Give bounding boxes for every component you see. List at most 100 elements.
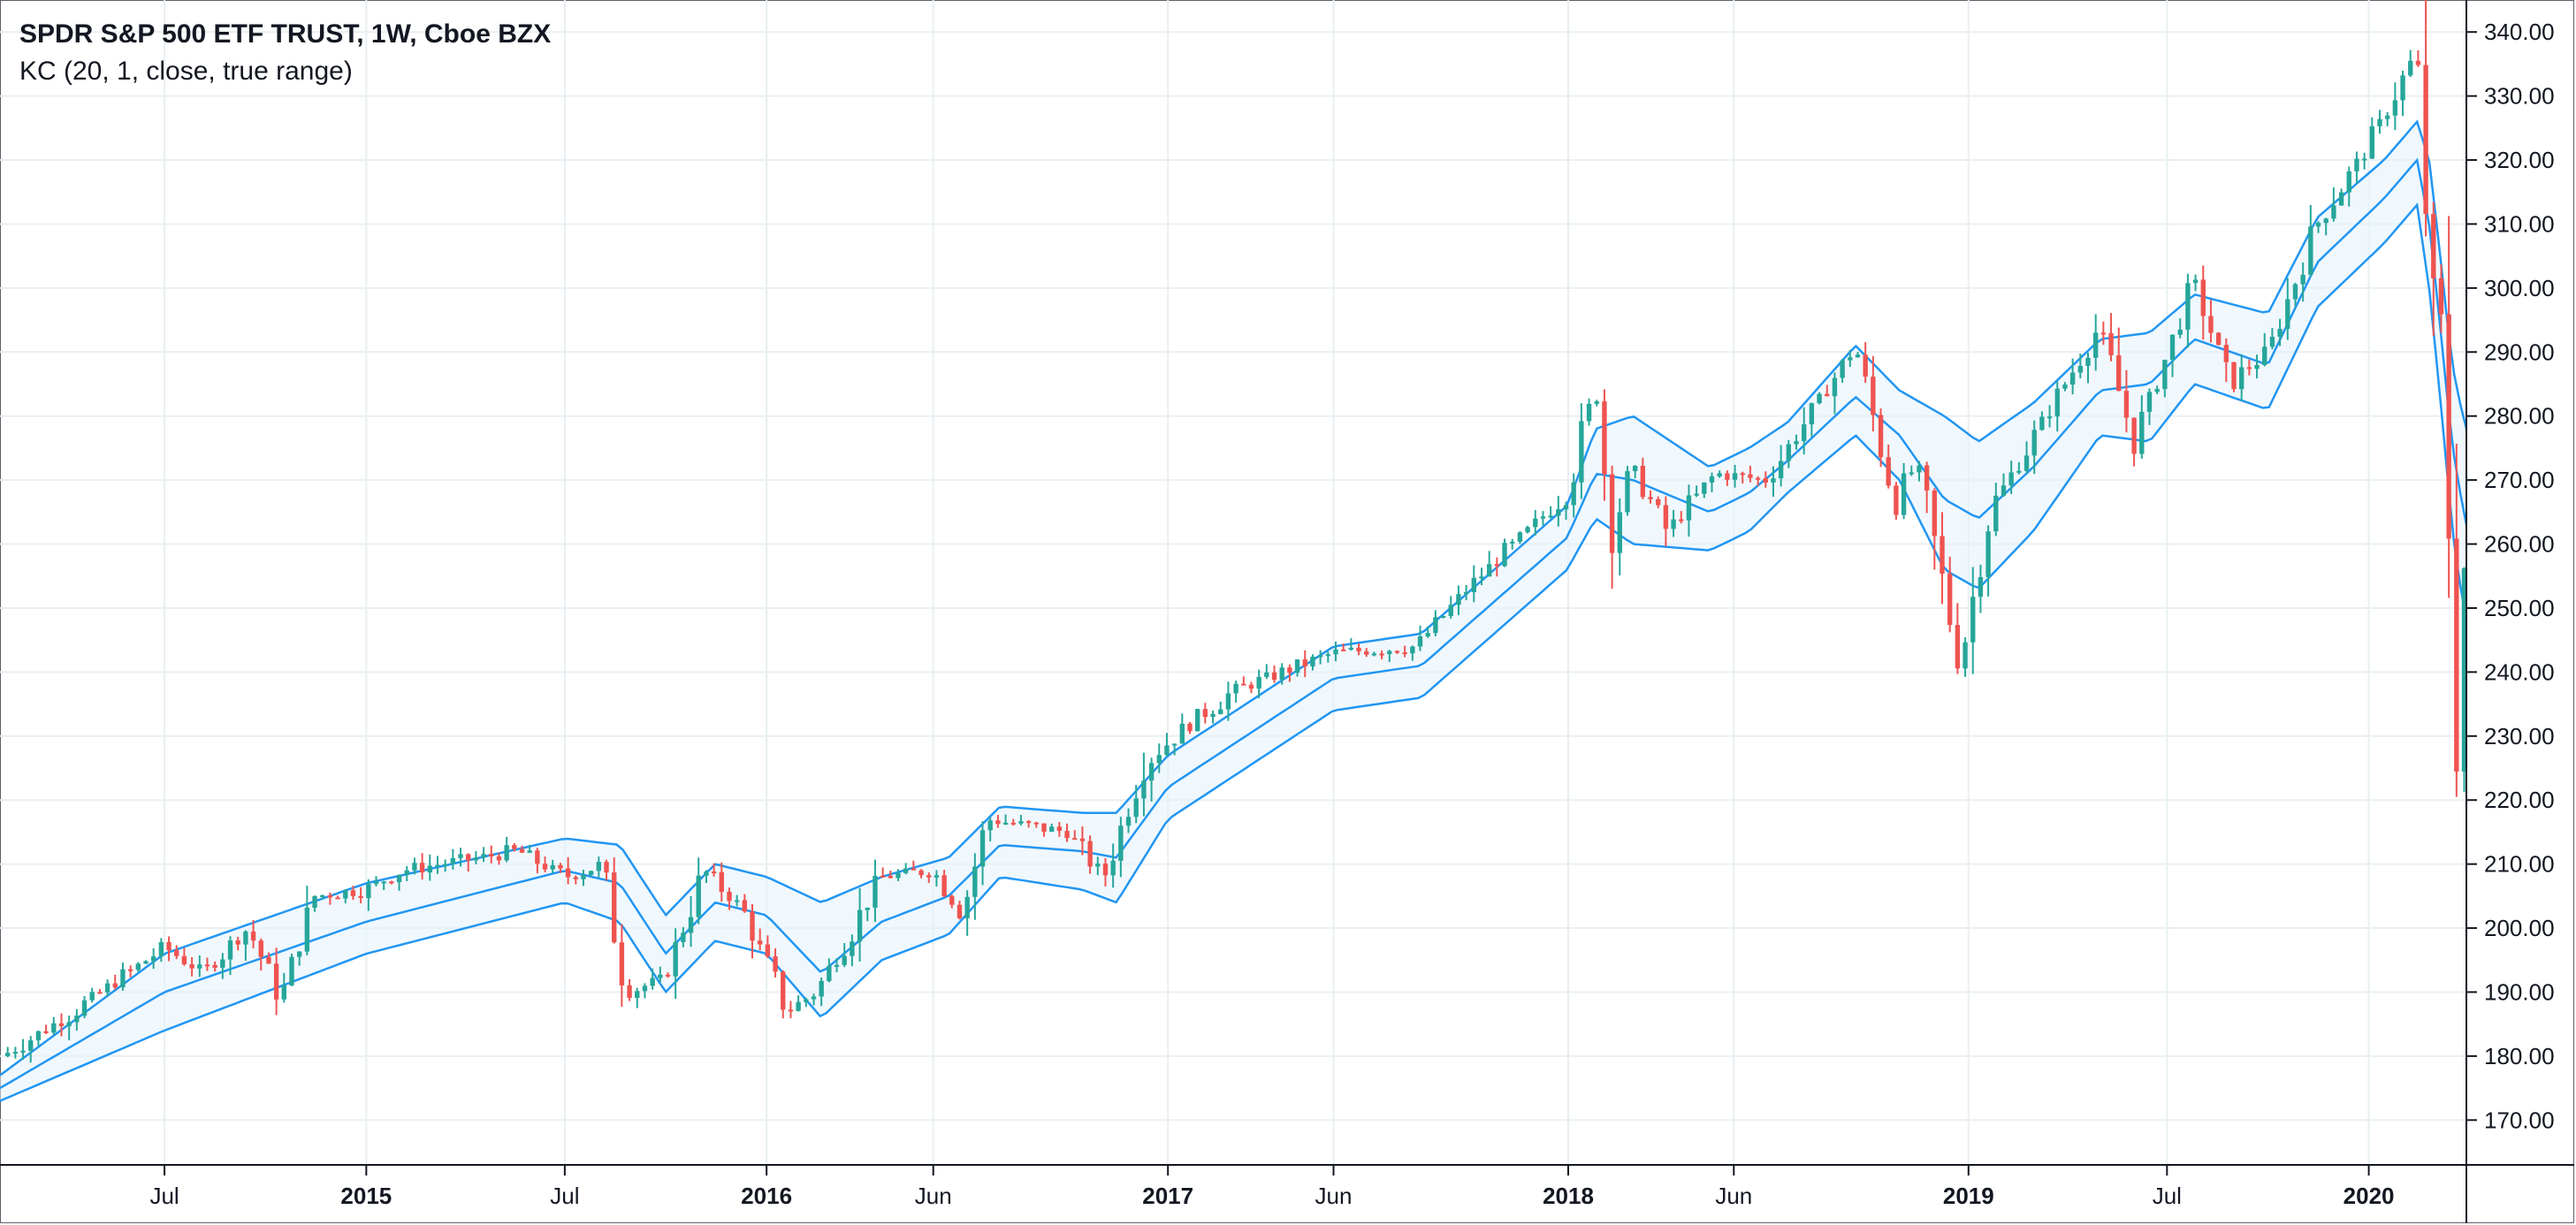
- candle-up: [1148, 763, 1155, 781]
- candlesticks: [4, 0, 2467, 1063]
- candle-down: [2231, 361, 2237, 390]
- candle-up: [396, 874, 402, 883]
- candle-up: [903, 868, 909, 873]
- candle-down: [2423, 65, 2428, 215]
- candle-up: [819, 980, 824, 997]
- candle-up: [2377, 118, 2382, 126]
- candle-up: [1171, 743, 1177, 746]
- candle-down: [742, 900, 748, 912]
- candle-down: [1025, 821, 1032, 824]
- candle-up: [1095, 864, 1101, 867]
- candle-up: [1002, 822, 1009, 825]
- candle-down: [956, 904, 963, 918]
- candle-down: [1663, 505, 1669, 529]
- candle-up: [243, 931, 248, 945]
- candle-down: [604, 862, 609, 873]
- candle-down: [1602, 401, 1607, 475]
- candle-up: [588, 871, 594, 876]
- candle-up: [1264, 672, 1269, 677]
- candle-down: [1248, 684, 1254, 689]
- candle-down: [489, 854, 494, 856]
- candle-up: [2016, 470, 2022, 473]
- candle-up: [1233, 683, 1238, 694]
- candle-up: [1702, 482, 1707, 494]
- candle-down: [1202, 709, 1208, 718]
- candle-up: [1317, 655, 1323, 658]
- candle-down: [2123, 391, 2130, 418]
- candle-up: [1709, 476, 1715, 483]
- candle-up: [20, 1050, 26, 1053]
- candle-down: [2223, 345, 2229, 362]
- x-tick-label: 2018: [1543, 1183, 1594, 1209]
- candle-down: [627, 985, 632, 999]
- candle-down: [2438, 278, 2444, 315]
- candle-up: [289, 956, 294, 985]
- candle-up: [1125, 817, 1132, 826]
- candle-up: [1794, 441, 1799, 445]
- candle-up: [796, 1001, 801, 1011]
- candle-up: [2338, 192, 2344, 206]
- candle-up: [2315, 223, 2321, 227]
- x-tick-label: Jun: [915, 1183, 952, 1209]
- x-tick-label: Jun: [1715, 1183, 1752, 1209]
- candle-up: [35, 1031, 42, 1041]
- keltner-upper-line: [0, 119, 2468, 1077]
- candle-up: [1840, 360, 1845, 378]
- candle-up: [1533, 518, 1538, 528]
- candle-up: [1294, 659, 1300, 673]
- candle-down: [1072, 838, 1078, 841]
- candle-down: [911, 868, 917, 871]
- candle-up: [1771, 478, 1776, 483]
- candle-up: [873, 875, 878, 908]
- candle-down: [496, 856, 502, 861]
- candle-up: [1517, 532, 1523, 542]
- candle-up: [1993, 495, 1999, 532]
- candle-down: [1940, 536, 1945, 574]
- candle-down: [58, 1023, 65, 1026]
- candle-up: [1556, 509, 1561, 516]
- candle-down: [1087, 841, 1093, 867]
- candle-down: [2415, 60, 2421, 65]
- candle-up: [1985, 531, 1991, 577]
- candle-up: [1548, 515, 1553, 518]
- candle-up: [1802, 424, 1807, 442]
- candle-up: [1141, 780, 1147, 799]
- candle-up: [2392, 100, 2398, 116]
- candle-down: [1364, 651, 1369, 655]
- candle-down: [1725, 473, 1730, 480]
- candle-up: [635, 991, 640, 999]
- candle-down: [1825, 393, 1830, 397]
- y-tick-label: 320.00: [2484, 147, 2555, 173]
- candle-down: [1033, 822, 1040, 825]
- candle-up: [1371, 653, 1377, 656]
- candle-down: [1932, 490, 1938, 536]
- candle-up: [1732, 473, 1738, 480]
- x-tick-label: Jul: [550, 1183, 579, 1209]
- candle-down: [466, 854, 471, 861]
- candle-down: [327, 894, 333, 898]
- candle-up: [458, 854, 463, 858]
- x-tick-label: Jul: [2153, 1183, 2182, 1209]
- candle-down: [266, 956, 271, 964]
- candle-up: [934, 875, 940, 878]
- candle-up: [427, 865, 432, 873]
- candle-up: [2062, 384, 2068, 389]
- candle-up: [1110, 860, 1116, 876]
- candle-down: [1878, 415, 1884, 458]
- candle-down: [727, 892, 732, 902]
- candle-down: [773, 956, 778, 972]
- candle-up: [550, 864, 555, 870]
- candle-down: [1871, 377, 1876, 415]
- candle-up: [450, 857, 456, 864]
- candle-up: [1463, 591, 1469, 595]
- x-tick-label: Jul: [149, 1183, 179, 1209]
- candle-up: [2308, 226, 2313, 275]
- candle-up: [1563, 505, 1569, 510]
- candle-up: [2146, 392, 2153, 412]
- x-tick-label: 2020: [2344, 1183, 2395, 1209]
- indicator-label: KC (20, 1, close, true range): [19, 57, 353, 86]
- y-tick-label: 330.00: [2484, 83, 2555, 110]
- candle-up: [2077, 366, 2084, 373]
- y-tick-label: 170.00: [2484, 1107, 2555, 1133]
